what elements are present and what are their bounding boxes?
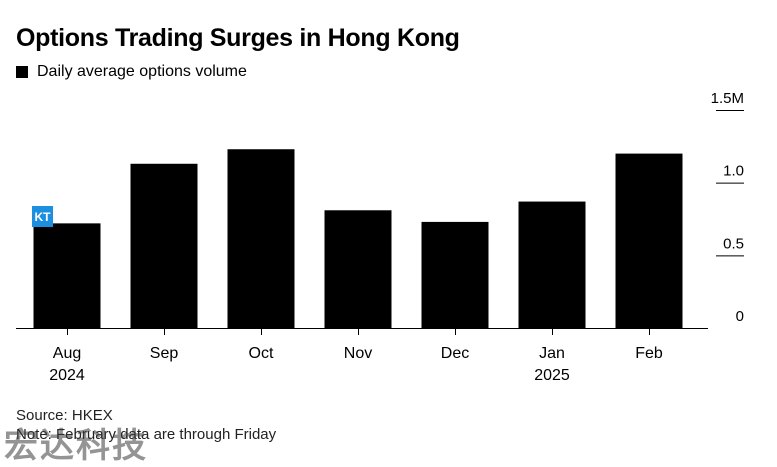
bar <box>615 153 683 328</box>
x-tick-label: Sep <box>150 345 179 362</box>
x-tick-year-label: 2025 <box>534 367 570 384</box>
x-tick-label: Jan <box>539 345 565 362</box>
x-tick-year-label: 2024 <box>49 367 85 384</box>
footnote: Note: February data are through Friday <box>16 426 277 443</box>
y-tick-label: 1.0 <box>723 163 744 180</box>
x-tick-label: Dec <box>441 345 469 362</box>
y-tick-label: 1.5M <box>711 90 744 107</box>
bar <box>324 210 392 328</box>
bar <box>421 221 489 328</box>
kt-logo: KT <box>32 206 53 227</box>
x-tick-label: Oct <box>249 345 274 362</box>
bar <box>518 201 586 328</box>
y-tick-label: 0 <box>736 308 744 325</box>
chart-title: Options Trading Surges in Hong Kong <box>16 24 460 52</box>
x-tick-label: Nov <box>344 345 372 362</box>
legend-label: Daily average options volume <box>37 63 247 80</box>
bar <box>33 223 101 328</box>
watermark: 宏达科技 <box>4 426 148 466</box>
x-tick-label: Feb <box>635 345 663 362</box>
bar <box>130 163 198 328</box>
y-tick-label: 0.5 <box>723 235 744 252</box>
source-note: Source: HKEX <box>16 407 113 424</box>
legend: Daily average options volume <box>16 63 247 81</box>
x-tick-label: Aug <box>53 345 81 362</box>
bar <box>227 149 295 328</box>
legend-swatch <box>16 66 28 78</box>
